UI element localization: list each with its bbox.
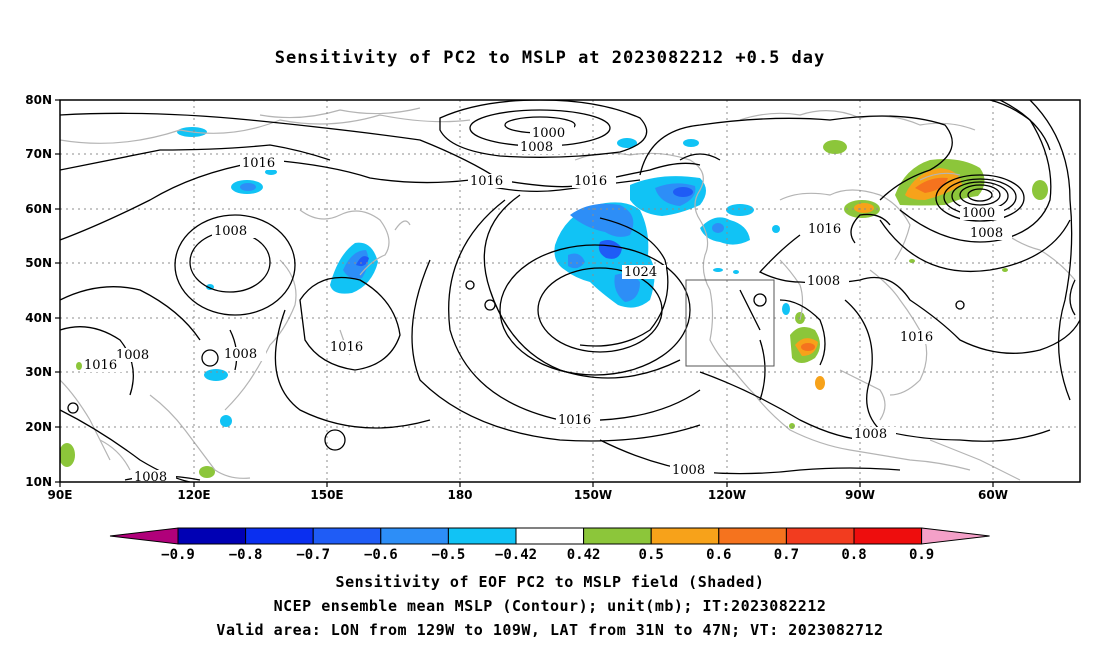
colorbar-arrow-right [922,528,990,544]
colorbar-label: −0.7 [296,547,330,563]
lat-label: 60N [25,202,52,216]
lat-label: 20N [25,420,52,434]
lon-label: 90W [845,488,875,502]
colorbar-label: −0.6 [364,547,398,563]
lon-label: 90E [48,488,73,502]
map-panel: 1000 1008 1016 1016 1016 1008 1024 1016 … [59,100,1100,485]
contour-label: 1016 [900,330,933,345]
colorbar-label: 0.42 [567,547,601,563]
contour-label: 1000 [532,126,565,141]
contour-label: 1016 [470,174,503,189]
colorbar-swatch [584,528,652,544]
colorbar: −0.9 −0.8 −0.7 −0.6 −0.5 −0.42 0.42 0.5 0.6 0.7 0.… [110,528,990,563]
colorbar-swatch [516,528,584,544]
colorbar-arrow-left [110,528,178,544]
caption-line-1: Sensitivity of EOF PC2 to MSLP field (Sh… [0,573,1100,591]
lat-label: 70N [25,147,52,161]
lon-label: 120W [708,488,746,502]
colorbar-label: 0.6 [706,547,731,563]
shaded-sensitivity [59,127,1048,478]
lon-label: 180 [447,488,472,502]
colorbar-label: 0.9 [909,547,934,563]
contour-label: 1000 [962,206,995,221]
colorbar-swatch [381,528,449,544]
contour-label: 1016 [808,222,841,237]
colorbar-label: −0.5 [432,547,466,563]
colorbar-label: 0.8 [841,547,866,563]
lon-label: 150W [574,488,612,502]
contour-label: 1016 [84,358,117,373]
caption-line-2: NCEP ensemble mean MSLP (Contour); unit(… [0,597,1100,615]
colorbar-label: −0.9 [161,547,195,563]
contour-label: 1008 [807,274,840,289]
colorbar-label: −0.42 [495,547,537,563]
contour-label: 1008 [854,427,887,442]
colorbar-swatch [854,528,922,544]
colorbar-swatch [786,528,854,544]
lat-label: 30N [25,365,52,379]
colorbar-swatch [719,528,787,544]
valid-area-box [686,280,774,366]
lon-label: 150E [310,488,343,502]
contour-label: 1008 [970,226,1003,241]
contour-label: 1016 [242,156,275,171]
contour-label: 1016 [558,413,591,428]
colorbar-swatch [651,528,719,544]
colorbar-label: −0.8 [229,547,263,563]
caption-line-3: Valid area: LON from 129W to 109W, LAT f… [0,621,1100,639]
colorbar-swatch [448,528,516,544]
contour-label: 1008 [520,140,553,155]
colorbar-swatch [313,528,381,544]
contour-label: 1008 [224,347,257,362]
contour-label: 1016 [574,174,607,189]
latitude-labels: 80N 70N 60N 50N 40N 30N 20N 10N [25,93,52,489]
contour-label: 1016 [330,340,363,355]
lat-label: 50N [25,256,52,270]
colorbar-swatch [178,528,246,544]
lat-label: 40N [25,311,52,325]
colorbar-label: 0.5 [639,547,664,563]
colorbar-swatch [246,528,314,544]
contour-label: 1008 [672,463,705,478]
lon-label: 60W [978,488,1008,502]
contour-label: 1008 [1090,470,1100,485]
contour-label: 1024 [624,265,657,280]
contour-label: 1008 [214,224,247,239]
lon-label: 120E [177,488,210,502]
lat-label: 10N [25,475,52,489]
longitude-labels: 90E 120E 150E 180 150W 120W 90W 60W [48,488,1008,502]
colorbar-label: 0.7 [774,547,799,563]
map-figure: 1000 1008 1016 1016 1016 1008 1024 1016 … [0,0,1100,650]
lat-label: 80N [25,93,52,107]
